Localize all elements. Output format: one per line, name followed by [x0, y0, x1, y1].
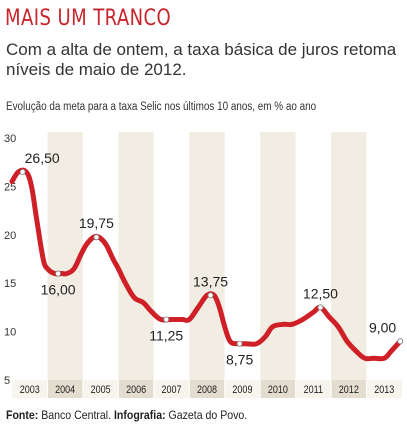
year-band-2004	[47, 132, 83, 380]
infographic-value: Gazeta do Povo.	[165, 408, 248, 422]
x-tick-label: 2005	[91, 384, 111, 396]
data-point-marker	[397, 338, 404, 345]
year-band-2012	[331, 132, 367, 380]
x-tick-label: 2004	[55, 384, 75, 396]
y-axis-ticks: 5 10 15 20 25 30	[4, 133, 16, 387]
year-cell-2003	[12, 380, 48, 398]
data-label: 9,00	[369, 319, 396, 335]
chart-caption: Evolução da meta para a taxa Selic nos ú…	[6, 101, 317, 113]
data-point-marker	[93, 234, 100, 241]
year-cell-2008	[189, 380, 225, 398]
data-label: 16,00	[41, 282, 76, 298]
data-label: 13,75	[193, 273, 228, 289]
y-tick-label: 15	[4, 278, 16, 290]
year-cell-2006	[118, 380, 154, 398]
x-tick-label: 2007	[162, 384, 182, 396]
x-tick-label: 2011	[304, 384, 324, 396]
x-tick-label: 2008	[197, 384, 217, 396]
infographic-label: Infografia:	[113, 408, 166, 422]
x-tick-label: 2013	[374, 384, 394, 396]
data-label: 19,75	[79, 215, 114, 231]
marker-layer	[19, 168, 404, 347]
y-tick-label: 10	[4, 327, 16, 339]
year-band-2013	[366, 132, 402, 380]
chart-subtitle: Com a alta de ontem, a taxa básica de ju…	[6, 40, 397, 79]
source-label: Fonte:	[6, 408, 39, 422]
data-label-layer: 26,50 16,00 19,75 11,25 13,75 8,75 12,50 9,00	[25, 150, 397, 368]
y-tick-label: 25	[4, 181, 16, 193]
year-band-2010	[260, 132, 296, 380]
y-tick-label: 5	[4, 375, 10, 387]
chart-headline: MAIS UM TRANCO	[5, 6, 172, 31]
data-label: 12,50	[303, 285, 338, 301]
year-band-2007	[153, 132, 190, 380]
data-label: 11,25	[149, 328, 183, 344]
x-tick-label: 2003	[20, 384, 40, 396]
source-value: Banco Central.	[38, 408, 114, 422]
selic-series-line	[9, 167, 403, 362]
year-cell-2004	[47, 380, 83, 398]
data-point-marker	[163, 316, 170, 323]
year-band-2011	[295, 132, 332, 380]
x-tick-label: 2006	[126, 384, 146, 396]
data-label: 26,50	[25, 150, 60, 166]
year-cell-2005	[82, 380, 119, 398]
x-tick-label: 2010	[268, 384, 288, 396]
year-cell-2012	[331, 380, 367, 398]
x-tick-label: 2009	[232, 384, 252, 396]
data-point-marker	[317, 304, 324, 311]
year-band-2006	[118, 132, 154, 380]
year-cell-2011	[295, 380, 332, 398]
data-point-marker	[236, 340, 243, 347]
series-layer	[9, 167, 403, 362]
year-bands	[12, 132, 402, 380]
year-cell-2013	[366, 380, 402, 398]
x-tick-label: 2012	[339, 384, 359, 396]
data-label: 8,75	[226, 352, 253, 368]
year-cell-2007	[153, 380, 190, 398]
data-point-marker	[55, 270, 62, 277]
x-axis-year-bar: 2003 2004 2005 2006 2007 2008 2009 2010 2011 2012…	[12, 380, 402, 398]
selic-line-chart: 5 10 15 20 25 30 2003 2004 2005 2006 2007 2008 2009…	[4, 132, 404, 398]
data-point-marker	[19, 168, 26, 175]
year-band-2008	[189, 132, 225, 380]
chart-footer: Fonte: Banco Central. Infografia: Gazeta…	[6, 408, 247, 422]
y-tick-label: 30	[4, 133, 16, 145]
data-point-marker	[207, 292, 214, 299]
year-cell-2009	[224, 380, 261, 398]
year-cell-2010	[260, 380, 296, 398]
y-tick-label: 20	[4, 230, 16, 242]
